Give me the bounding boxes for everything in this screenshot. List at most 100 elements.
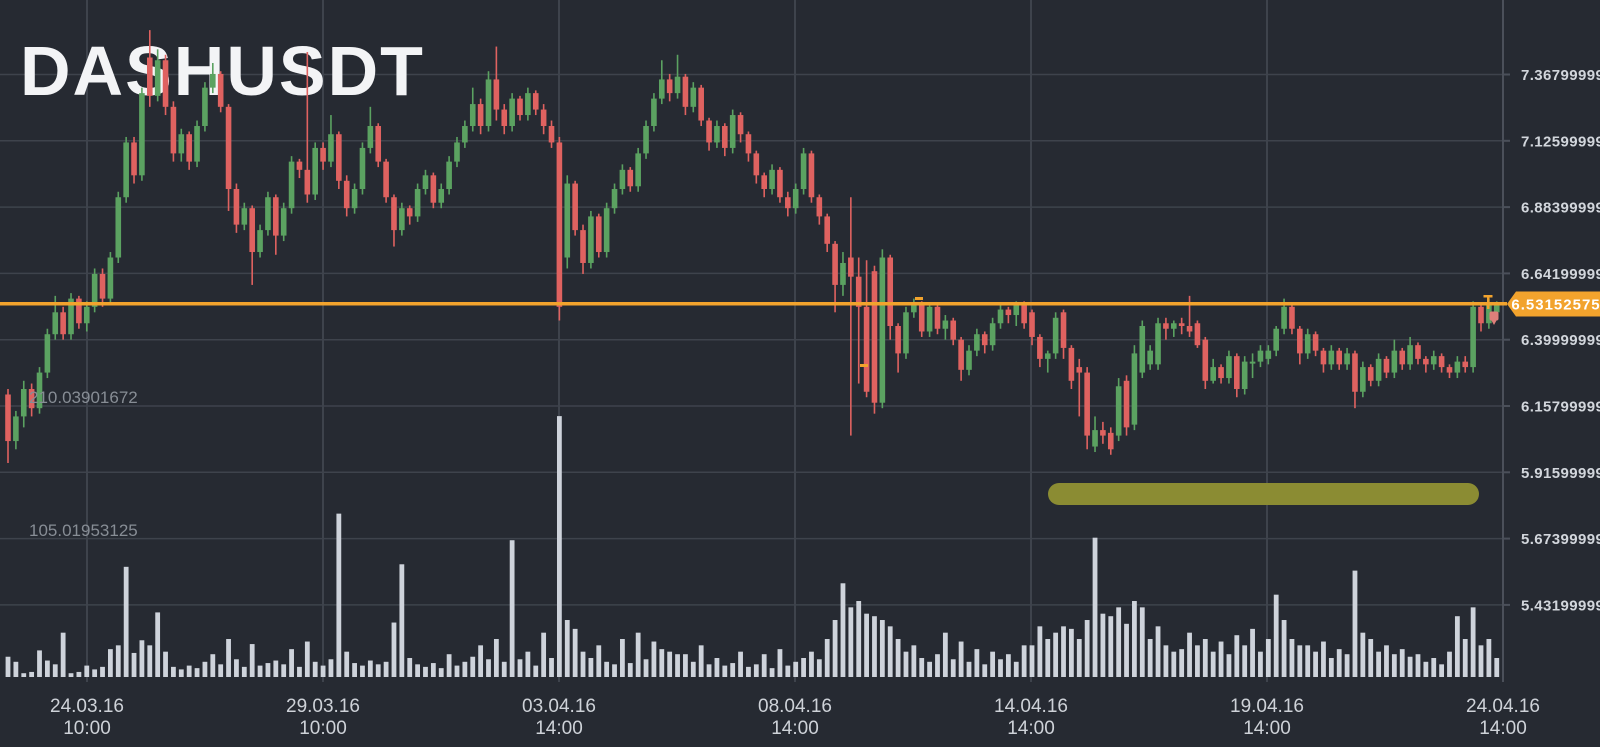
volume-bar — [241, 666, 247, 677]
volume-bar — [1273, 594, 1279, 677]
volume-bar — [100, 666, 105, 677]
volume-bar — [1399, 649, 1405, 677]
x-axis-date-label: 03.04.16 — [522, 696, 596, 717]
volume-bar — [998, 659, 1003, 677]
price-tag-label: 6.53152575 — [1511, 297, 1600, 314]
candle-body — [1131, 353, 1138, 425]
candle-body — [320, 147, 326, 162]
volume-bar — [478, 645, 484, 677]
candle-body — [785, 197, 791, 209]
candle-body — [1139, 326, 1146, 373]
pin-marker-icon[interactable] — [1489, 311, 1499, 326]
candle-body — [595, 216, 602, 253]
candle-body — [1336, 350, 1343, 365]
volume-bar — [1454, 616, 1460, 677]
volume-bar — [872, 616, 877, 677]
volume-bar — [163, 651, 168, 677]
volume-bar — [13, 661, 19, 677]
volume-bar — [312, 661, 318, 677]
candle-body — [532, 93, 539, 110]
candle-body — [540, 109, 547, 127]
candle-body — [60, 312, 66, 335]
price-line-handle-icon[interactable] — [1483, 295, 1493, 309]
volume-bar — [832, 620, 838, 677]
candle-body — [422, 175, 429, 190]
volume-bar — [186, 665, 192, 677]
volume-bar — [1226, 654, 1232, 677]
volume-bar — [1116, 607, 1122, 677]
volume-bar — [438, 668, 444, 677]
candle-body — [903, 312, 909, 354]
candle-body — [257, 230, 263, 253]
candle-body — [1107, 432, 1114, 450]
volume-bar — [336, 513, 342, 677]
volume-bar — [1336, 649, 1342, 677]
candle-body — [934, 306, 941, 329]
candle-body — [477, 104, 484, 127]
volume-bar — [627, 663, 633, 677]
volume-bar — [1084, 620, 1090, 677]
candle-body — [343, 180, 350, 209]
volume-bar — [879, 620, 885, 677]
x-axis-date-label: 08.04.16 — [758, 696, 832, 717]
volume-bar — [265, 663, 271, 677]
volume-bar — [801, 658, 806, 677]
volume-bar — [147, 645, 153, 677]
candle-body — [91, 273, 98, 307]
volume-bar — [1360, 632, 1366, 677]
candle-body — [737, 115, 744, 135]
volume-bar — [1076, 639, 1082, 677]
candle-body — [115, 197, 122, 258]
candle-body — [1194, 323, 1201, 346]
volume-bar — [210, 654, 216, 677]
y-axis-label: 7.12599999 — [1521, 133, 1600, 150]
candle-body — [36, 372, 43, 409]
candle-body — [1281, 306, 1287, 329]
candle-wick — [857, 257, 860, 384]
volume-bar — [1124, 623, 1129, 677]
volume-bar — [509, 540, 515, 677]
volume-bar — [281, 664, 287, 677]
volume-bar — [84, 665, 90, 677]
order-marker-icon[interactable] — [915, 297, 923, 300]
volume-bar — [1179, 649, 1185, 677]
x-axis-time-label: 10:00 — [63, 718, 111, 739]
highlight-bar[interactable] — [1048, 483, 1479, 505]
candle-body — [131, 142, 137, 176]
candle-body — [1383, 358, 1390, 373]
candle-body — [13, 416, 19, 442]
volume-bar — [1391, 654, 1397, 677]
candle-body — [745, 134, 752, 154]
volume-bar — [816, 659, 822, 677]
candle-body — [1241, 361, 1248, 390]
candle-body — [651, 98, 657, 127]
candle-body — [217, 73, 224, 107]
candle-body — [1029, 312, 1035, 337]
volume-bar — [722, 665, 728, 677]
candle-body — [556, 142, 563, 307]
candle-body — [1273, 328, 1279, 351]
volume-bar — [1352, 570, 1358, 677]
volume-bar — [1163, 645, 1169, 677]
volume-bar — [690, 661, 696, 677]
volume-bar — [1210, 651, 1216, 677]
candle-body — [367, 126, 374, 148]
volume-bar — [1187, 632, 1192, 677]
x-axis-date-label: 29.03.16 — [286, 696, 360, 717]
candle-body — [1234, 356, 1240, 390]
candle-body — [777, 169, 783, 198]
volume-bar — [596, 645, 602, 677]
candle-body — [430, 175, 437, 203]
candle-body — [68, 298, 74, 335]
candle-body — [312, 147, 319, 195]
volume-bar — [903, 651, 909, 677]
volume-bar — [651, 641, 657, 677]
candle-body — [1462, 361, 1469, 368]
volume-scale-label-lower: 105.01953125 — [29, 521, 138, 540]
candle-body — [1344, 353, 1350, 365]
candle-body — [840, 262, 846, 285]
candle-body — [280, 208, 287, 236]
order-marker-icon[interactable] — [860, 364, 868, 367]
